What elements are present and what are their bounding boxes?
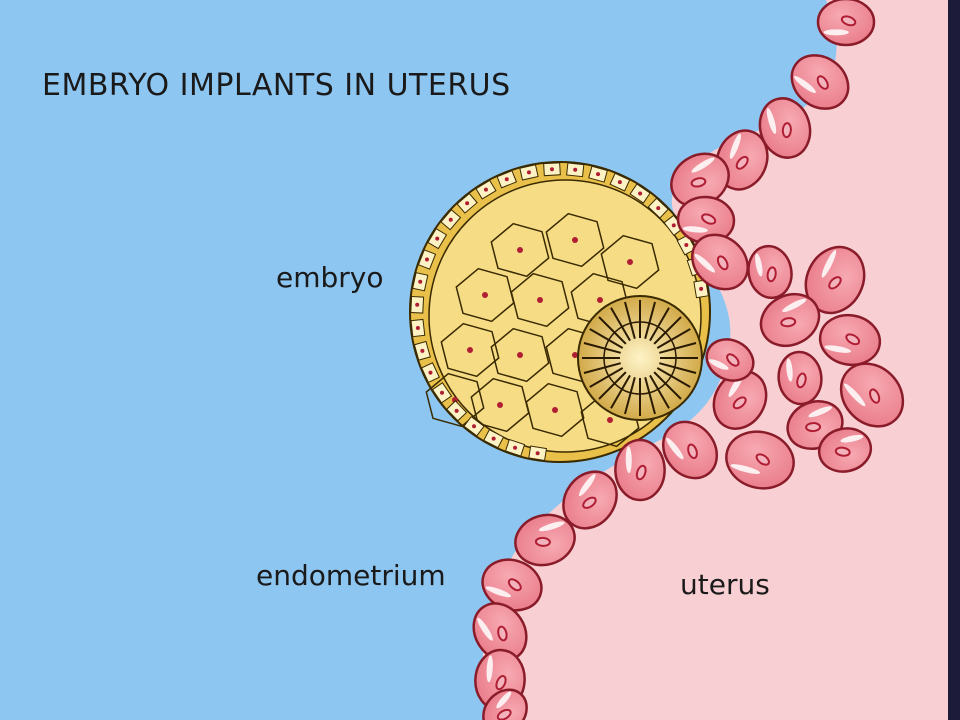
trophoblast-cell [676, 234, 697, 256]
uterus-tissue [482, 0, 960, 720]
trophoblast-cell [528, 445, 548, 461]
trophoblast-cell [427, 228, 448, 250]
trophoblast-cell [410, 295, 425, 314]
epithelial-cell [482, 688, 528, 720]
epithelial-cell [725, 430, 795, 490]
diagram-title: EMBRYO IMPLANTS IN UTERUS [42, 68, 511, 103]
trophoblast-cell [543, 162, 561, 177]
epithelial-cell [790, 54, 850, 110]
embryo-cell [455, 267, 515, 323]
epithelial-cell [691, 233, 749, 291]
epithelial-cell [514, 513, 576, 567]
trophoblast-cell [588, 165, 608, 183]
inner-cell-mass [577, 295, 703, 421]
trophoblast-cell [417, 249, 437, 270]
trophoblast-cell [463, 415, 485, 437]
trophoblast-cell [413, 340, 431, 361]
endometrial-cells [472, 0, 905, 720]
epithelial-cell [816, 0, 876, 47]
trophoblast-cell [504, 438, 526, 457]
trophoblast-cell [475, 179, 497, 200]
trophoblast-cell [519, 164, 539, 181]
uterus-label: uterus [680, 568, 770, 601]
trophoblast-cell [693, 279, 709, 299]
embryo-label: embryo [276, 261, 384, 294]
trophoblast-cell [446, 400, 468, 422]
epithelial-cell [818, 313, 882, 367]
trophoblast-cell [647, 197, 669, 219]
endometrium-label: endometrium [256, 559, 446, 592]
epithelial-cell [758, 97, 812, 159]
embryo-cell [600, 234, 660, 290]
trophoblast-cell [629, 183, 651, 204]
epithelial-cell [804, 245, 866, 315]
epithelial-cell [759, 292, 821, 348]
epithelial-cell [747, 244, 793, 300]
epithelial-cell [817, 427, 873, 473]
epithelial-cell [839, 362, 905, 428]
trophoblast-cell [483, 428, 505, 449]
embryo-cell [490, 222, 550, 278]
epithelial-cell [777, 350, 823, 406]
trophoblast-cell [566, 162, 585, 178]
trophoblast-cell [609, 172, 631, 192]
trophoblast-cell [431, 382, 453, 404]
trophoblast-cell [412, 272, 429, 292]
trophoblast-cell [456, 192, 478, 214]
trophoblast-cell [496, 170, 518, 189]
embryo-cell [525, 382, 585, 438]
embryo [409, 161, 711, 463]
trophoblast-cell [420, 362, 440, 384]
epithelial-cell [614, 438, 666, 502]
trophoblast-cell [440, 209, 462, 231]
trophoblast-cell [410, 318, 426, 338]
epithelial-cell [661, 420, 719, 480]
embryo-cell [545, 212, 605, 268]
embryo-cell [440, 322, 500, 378]
epithelial-cell [712, 370, 768, 430]
epithelial-cell [562, 470, 618, 530]
embryo-cell [510, 272, 570, 328]
embryo-cell [490, 327, 550, 383]
embryo-cell [470, 377, 530, 433]
right-border [948, 0, 960, 720]
epithelial-cell [705, 338, 755, 382]
